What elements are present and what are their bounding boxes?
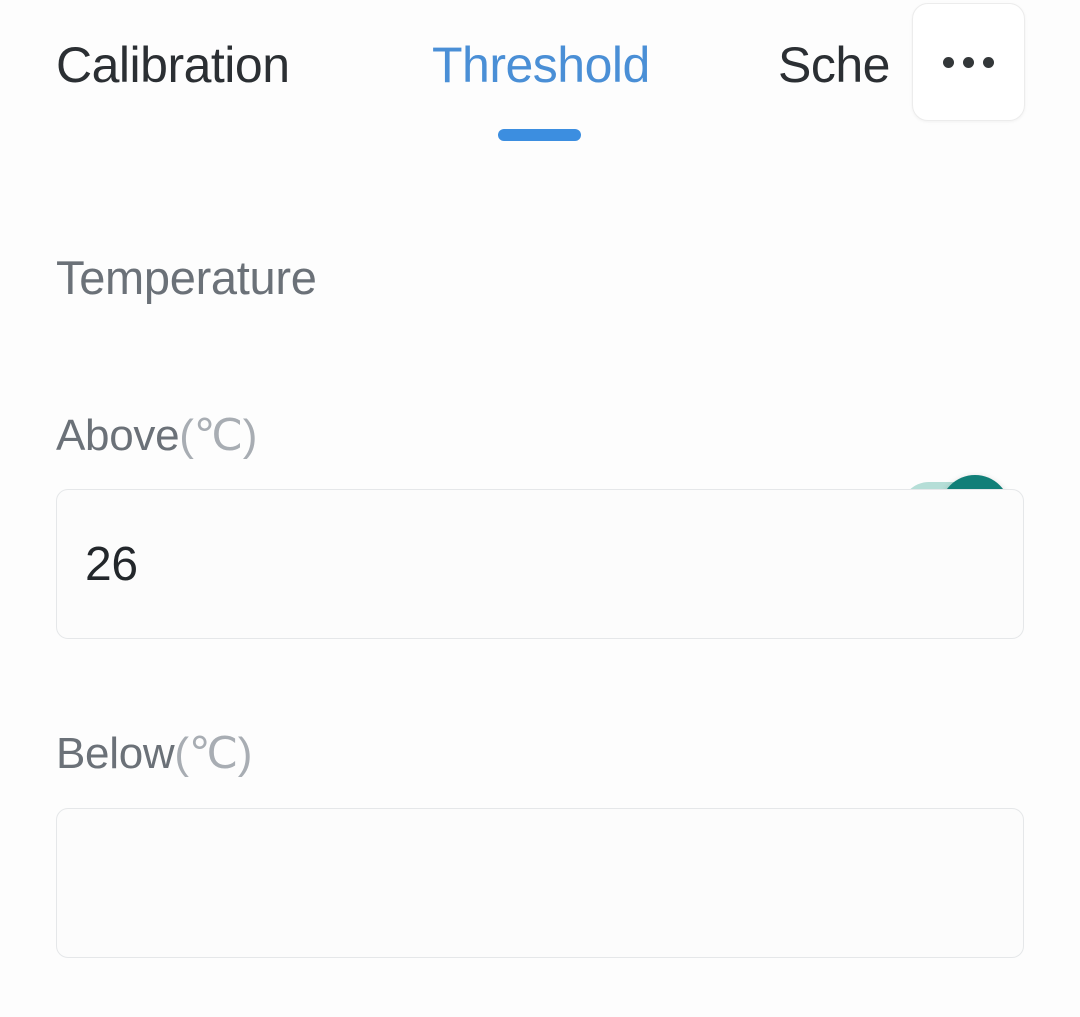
tab-threshold[interactable]: Threshold <box>432 30 650 100</box>
below-field-label: Below(℃) <box>56 725 252 783</box>
below-label-text: Below <box>56 729 175 778</box>
above-field-label: Above(℃) <box>56 407 257 465</box>
tab-strip[interactable]: Calibration Threshold Sche <box>0 0 912 150</box>
above-label-unit: (℃) <box>179 411 258 460</box>
below-threshold-input[interactable] <box>56 808 1024 958</box>
above-label-text: Above <box>56 411 180 460</box>
above-threshold-input[interactable] <box>56 489 1024 639</box>
more-tabs-button[interactable] <box>912 3 1025 121</box>
temperature-toggle-row: Temperature <box>0 235 1080 545</box>
tab-calibration[interactable]: Calibration <box>56 30 290 100</box>
below-label-unit: (℃) <box>174 729 253 778</box>
temperature-label: Temperature <box>56 251 317 304</box>
ellipsis-dot-icon <box>963 56 974 68</box>
tab-schedule[interactable]: Sche <box>778 30 890 100</box>
ellipsis-dot-icon <box>983 56 994 68</box>
tab-bar: Calibration Threshold Sche <box>0 0 1080 150</box>
active-tab-indicator <box>498 129 581 141</box>
ellipsis-dot-icon <box>943 56 954 68</box>
